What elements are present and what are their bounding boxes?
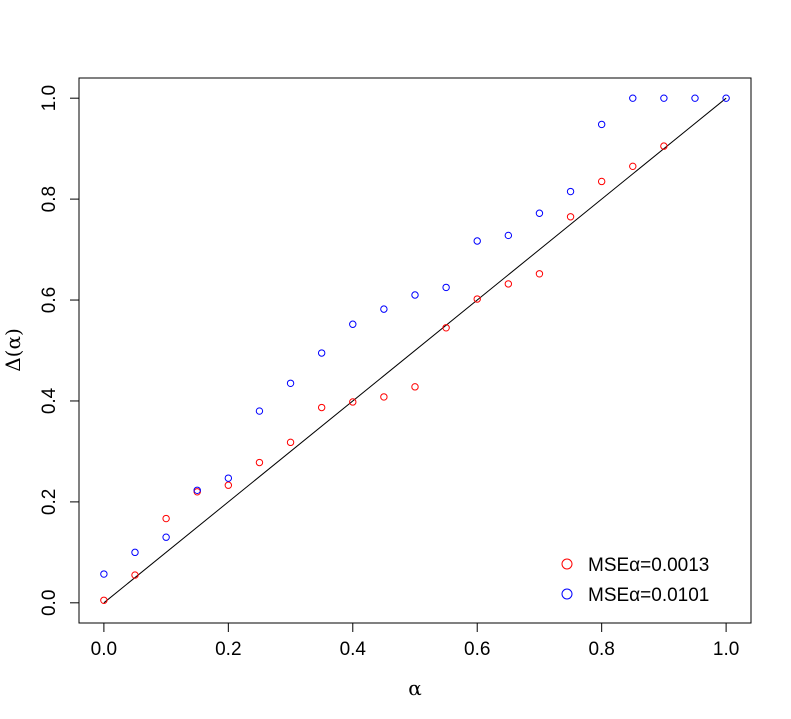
- x-axis: 0.0 0.2 0.4 0.6 0.8 1.0: [91, 622, 739, 660]
- data-point: [162, 533, 170, 541]
- x-tick-label: 0.4: [340, 639, 367, 660]
- data-point: [691, 94, 699, 102]
- data-point: [131, 571, 139, 579]
- data-point: [660, 142, 668, 150]
- data-point: [535, 270, 544, 278]
- data-point: [722, 94, 730, 102]
- x-tick-label: 1.0: [713, 639, 739, 660]
- legend-marker: [561, 558, 573, 570]
- data-point: [224, 474, 233, 482]
- data-point: [411, 383, 419, 391]
- legend-label: MSEα=0.0101: [588, 585, 709, 606]
- data-point: [380, 393, 388, 401]
- data-point: [473, 295, 481, 303]
- data-point: [566, 213, 575, 221]
- data-point: [597, 177, 606, 186]
- data-point: [442, 324, 450, 332]
- reference-line: [103, 97, 727, 604]
- y-tick-label: 0.8: [39, 186, 60, 212]
- data-point: [629, 162, 637, 171]
- data-point: [349, 398, 357, 406]
- data-point: [131, 548, 139, 557]
- data-points: [100, 94, 730, 604]
- series-1-points: [100, 142, 668, 604]
- legend: MSEα=0.0013 MSEα=0.0101: [561, 555, 709, 606]
- y-axis: 0.0 0.2 0.4 0.6 0.8 1.0: [39, 85, 79, 616]
- data-point: [100, 596, 108, 604]
- data-point: [473, 237, 481, 245]
- data-point: [535, 209, 544, 217]
- data-point: [504, 280, 513, 288]
- data-point: [255, 407, 264, 415]
- data-point: [286, 379, 295, 388]
- legend-marker: [561, 588, 573, 600]
- data-point: [442, 283, 450, 292]
- legend-label: MSEα=0.0013: [588, 555, 709, 576]
- data-point: [100, 570, 108, 578]
- y-tick-label: 0.0: [39, 590, 60, 616]
- y-tick-label: 1.0: [39, 85, 60, 111]
- series-2-points: [100, 94, 730, 578]
- x-tick-label: 0.2: [215, 639, 241, 660]
- data-point: [317, 403, 326, 412]
- y-tick-label: 0.6: [39, 287, 60, 313]
- y-tick-label: 0.2: [39, 489, 60, 515]
- reference-line-group: [103, 97, 727, 604]
- data-point: [380, 305, 388, 313]
- data-point: [193, 486, 201, 494]
- data-point: [597, 120, 606, 129]
- x-axis-title: α: [408, 676, 422, 700]
- data-point: [504, 231, 513, 240]
- y-axis-title: Δ(α): [1, 328, 25, 372]
- data-point: [224, 481, 233, 489]
- data-point: [629, 94, 637, 102]
- data-point: [411, 291, 419, 299]
- data-point: [566, 187, 575, 196]
- data-point: [162, 514, 170, 523]
- x-tick-label: 0.8: [588, 639, 614, 660]
- data-point: [255, 458, 264, 467]
- x-tick-label: 0.0: [91, 639, 117, 660]
- y-tick-label: 0.4: [39, 387, 60, 414]
- data-point: [660, 94, 668, 102]
- x-tick-label: 0.6: [464, 639, 490, 660]
- data-point: [349, 320, 357, 328]
- data-point: [286, 438, 295, 447]
- data-point: [317, 349, 326, 357]
